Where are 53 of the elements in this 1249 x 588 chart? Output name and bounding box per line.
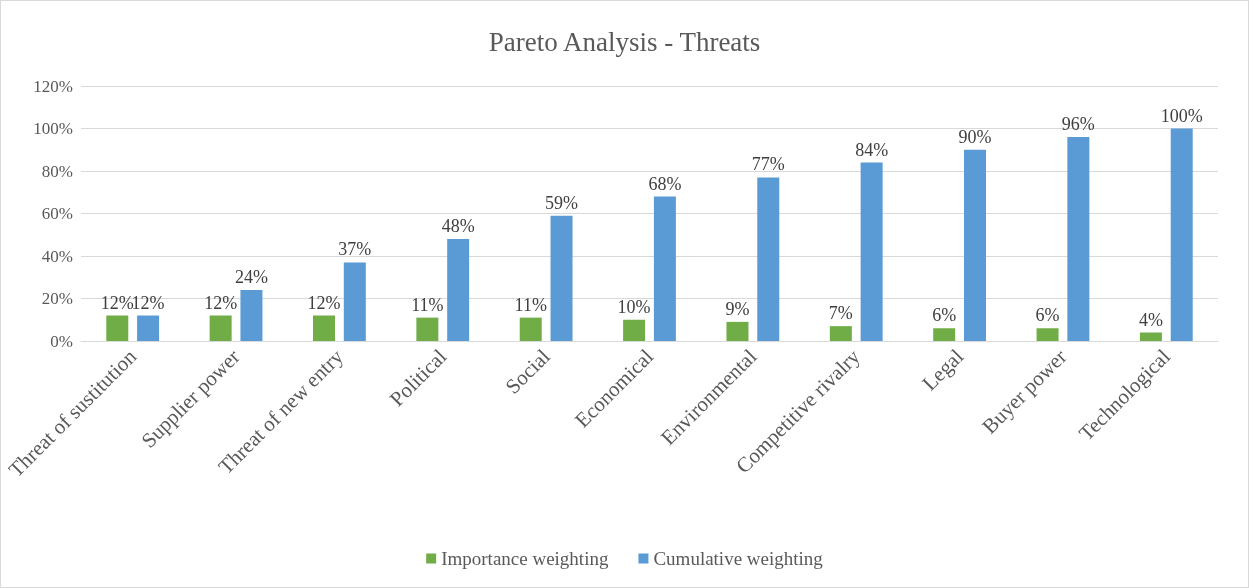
bar <box>726 321 749 341</box>
bar <box>240 290 263 341</box>
bar <box>447 239 470 341</box>
data-label: 10% <box>617 296 651 317</box>
data-label: 11% <box>514 294 547 315</box>
bar <box>343 262 366 341</box>
data-label: 12% <box>307 292 341 313</box>
data-label: 7% <box>828 303 853 324</box>
bar <box>623 319 646 341</box>
data-label: 100% <box>1160 105 1203 126</box>
y-tick-label: 60% <box>41 204 73 223</box>
data-label: 12% <box>204 292 238 313</box>
bar <box>519 317 542 341</box>
y-tick-label: 20% <box>41 289 73 308</box>
data-label: 77% <box>751 154 785 175</box>
legend-label: Importance weighting <box>441 548 609 569</box>
bar <box>209 315 232 341</box>
y-tick-label: 40% <box>41 246 73 266</box>
data-label: 6% <box>1035 305 1060 326</box>
bar <box>829 326 852 341</box>
y-tick-label: 100% <box>33 119 73 138</box>
data-label: 11% <box>411 294 444 315</box>
bar <box>933 328 956 341</box>
data-label: 6% <box>932 305 957 326</box>
data-label: 84% <box>855 139 889 160</box>
bar <box>106 315 129 341</box>
data-label: 37% <box>338 239 372 260</box>
chart-title: Pareto Analysis - Threats <box>488 26 761 57</box>
data-label: 9% <box>725 298 750 319</box>
bar <box>1139 332 1162 341</box>
data-label: 59% <box>545 192 579 213</box>
bar <box>963 149 986 341</box>
legend-label: Cumulative weighting <box>653 548 824 569</box>
bar <box>757 177 780 341</box>
bar <box>1170 128 1193 341</box>
data-label: 48% <box>441 216 475 236</box>
bar <box>137 315 160 341</box>
bar <box>1067 137 1090 341</box>
bar <box>313 315 336 341</box>
y-tick-label: 80% <box>41 161 73 181</box>
data-label: 90% <box>958 126 992 147</box>
data-label: 4% <box>1138 309 1163 330</box>
y-tick-label: 120% <box>33 76 73 96</box>
data-label: 96% <box>1061 114 1095 134</box>
bar <box>1036 328 1059 341</box>
data-label: 68% <box>648 173 682 194</box>
bar <box>653 196 676 341</box>
data-label: 24% <box>234 267 268 287</box>
y-tick-label: 0% <box>50 331 73 351</box>
data-label: 12% <box>100 292 134 313</box>
bar <box>416 317 439 341</box>
bar <box>860 162 883 341</box>
bar <box>550 215 573 341</box>
